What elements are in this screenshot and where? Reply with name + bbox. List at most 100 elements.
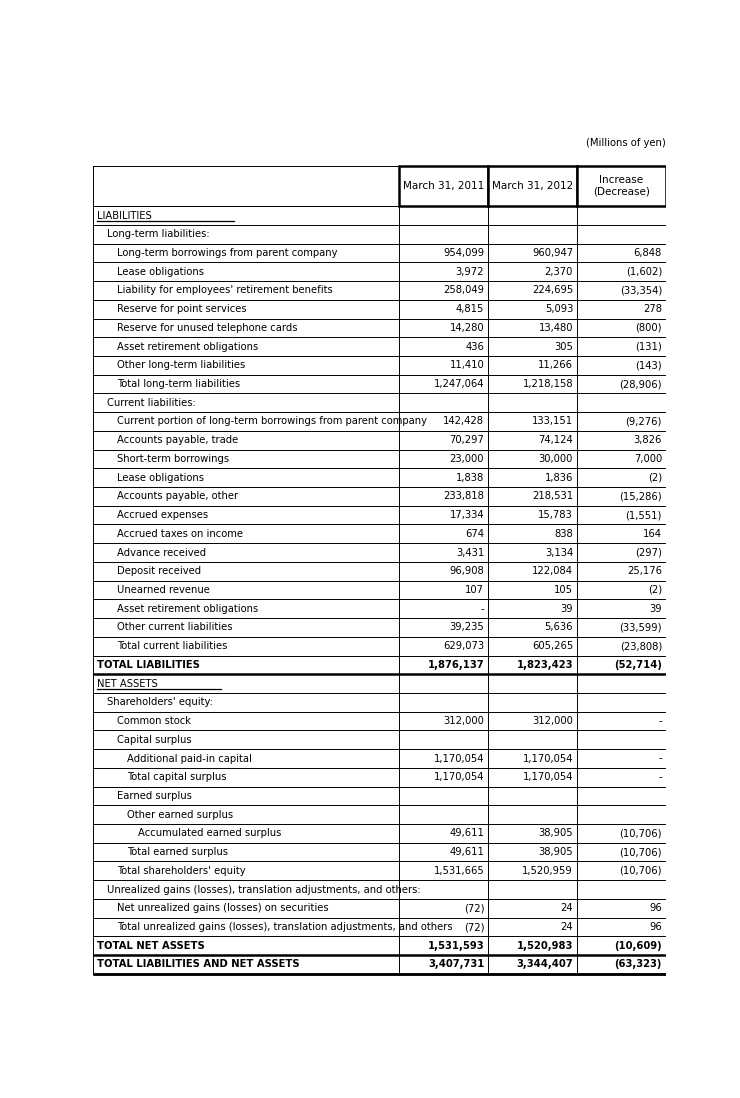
Text: 122,084: 122,084 bbox=[532, 567, 573, 576]
Text: March 31, 2011: March 31, 2011 bbox=[403, 181, 485, 191]
Text: Common stock: Common stock bbox=[117, 716, 191, 726]
Text: Liability for employees' retirement benefits: Liability for employees' retirement bene… bbox=[117, 285, 333, 295]
Text: 1,218,158: 1,218,158 bbox=[522, 379, 573, 389]
Text: 49,611: 49,611 bbox=[449, 848, 484, 858]
Text: 1,876,137: 1,876,137 bbox=[428, 660, 484, 670]
Text: 17,334: 17,334 bbox=[450, 511, 484, 520]
Text: (72): (72) bbox=[464, 922, 484, 932]
Text: (10,609): (10,609) bbox=[614, 941, 662, 951]
Text: (9,276): (9,276) bbox=[625, 416, 662, 426]
Text: (15,286): (15,286) bbox=[619, 492, 662, 502]
Text: (143): (143) bbox=[636, 360, 662, 370]
Text: 39,235: 39,235 bbox=[449, 623, 484, 632]
Text: 30,000: 30,000 bbox=[539, 453, 573, 464]
Text: 133,151: 133,151 bbox=[532, 416, 573, 426]
Text: 38,905: 38,905 bbox=[539, 828, 573, 839]
Text: (28,906): (28,906) bbox=[619, 379, 662, 389]
Text: March 31, 2012: March 31, 2012 bbox=[492, 181, 574, 191]
Text: (10,706): (10,706) bbox=[619, 828, 662, 839]
Text: Additional paid-in capital: Additional paid-in capital bbox=[127, 753, 252, 763]
Text: 1,170,054: 1,170,054 bbox=[522, 753, 573, 763]
Text: (1,551): (1,551) bbox=[625, 511, 662, 520]
Text: Other earned surplus: Other earned surplus bbox=[127, 809, 234, 820]
Text: 7,000: 7,000 bbox=[633, 453, 662, 464]
Text: 605,265: 605,265 bbox=[532, 641, 573, 651]
Text: 6,848: 6,848 bbox=[633, 248, 662, 258]
Text: 15,783: 15,783 bbox=[538, 511, 573, 520]
Text: 105: 105 bbox=[554, 585, 573, 595]
Text: 1,838: 1,838 bbox=[456, 472, 484, 483]
Text: (131): (131) bbox=[635, 341, 662, 351]
Text: 1,170,054: 1,170,054 bbox=[434, 772, 484, 782]
Text: 74,124: 74,124 bbox=[538, 435, 573, 445]
Text: TOTAL NET ASSETS: TOTAL NET ASSETS bbox=[96, 941, 204, 951]
Text: (33,599): (33,599) bbox=[619, 623, 662, 632]
Text: (10,706): (10,706) bbox=[619, 866, 662, 876]
Text: Capital surplus: Capital surplus bbox=[117, 735, 192, 744]
Text: Lease obligations: Lease obligations bbox=[117, 267, 204, 277]
Text: Other current liabilities: Other current liabilities bbox=[117, 623, 232, 632]
Text: 38,905: 38,905 bbox=[539, 848, 573, 858]
Text: 5,093: 5,093 bbox=[545, 304, 573, 314]
Text: Total earned surplus: Total earned surplus bbox=[127, 848, 229, 858]
Text: Accounts payable, other: Accounts payable, other bbox=[117, 492, 238, 502]
Text: Total long-term liabilities: Total long-term liabilities bbox=[117, 379, 240, 389]
Text: 1,531,593: 1,531,593 bbox=[428, 941, 484, 951]
Bar bbox=[488, 166, 577, 206]
Text: LIABILITIES: LIABILITIES bbox=[96, 211, 151, 221]
Text: TOTAL LIABILITIES: TOTAL LIABILITIES bbox=[96, 660, 199, 670]
Text: -: - bbox=[659, 753, 662, 763]
Text: 258,049: 258,049 bbox=[443, 285, 484, 295]
Text: Lease obligations: Lease obligations bbox=[117, 472, 204, 483]
Text: Unearned revenue: Unearned revenue bbox=[117, 585, 210, 595]
Text: 312,000: 312,000 bbox=[532, 716, 573, 726]
Text: Accrued taxes on income: Accrued taxes on income bbox=[117, 529, 243, 539]
Text: Other long-term liabilities: Other long-term liabilities bbox=[117, 360, 246, 370]
Text: 24: 24 bbox=[560, 904, 573, 914]
Bar bbox=[577, 166, 666, 206]
Text: 1,823,423: 1,823,423 bbox=[517, 660, 573, 670]
Text: Total current liabilities: Total current liabilities bbox=[117, 641, 227, 651]
Text: Accumulated earned surplus: Accumulated earned surplus bbox=[138, 828, 281, 839]
Text: Current portion of long-term borrowings from parent company: Current portion of long-term borrowings … bbox=[117, 416, 427, 426]
Text: 674: 674 bbox=[465, 529, 484, 539]
Text: (52,714): (52,714) bbox=[614, 660, 662, 670]
Text: (72): (72) bbox=[464, 904, 484, 914]
Text: Reserve for point services: Reserve for point services bbox=[117, 304, 246, 314]
Text: -: - bbox=[659, 716, 662, 726]
Text: 1,531,665: 1,531,665 bbox=[434, 866, 484, 876]
Text: Earned surplus: Earned surplus bbox=[117, 791, 192, 800]
Text: Unrealized gains (losses), translation adjustments, and others:: Unrealized gains (losses), translation a… bbox=[107, 885, 420, 895]
Text: 629,073: 629,073 bbox=[443, 641, 484, 651]
Text: Total shareholders' equity: Total shareholders' equity bbox=[117, 866, 246, 876]
Text: (2): (2) bbox=[648, 585, 662, 595]
Text: 1,836: 1,836 bbox=[545, 472, 573, 483]
Text: Reserve for unused telephone cards: Reserve for unused telephone cards bbox=[117, 323, 297, 333]
Text: (23,808): (23,808) bbox=[619, 641, 662, 651]
Text: 3,826: 3,826 bbox=[633, 435, 662, 445]
Text: Total unrealized gains (losses), translation adjustments, and others: Total unrealized gains (losses), transla… bbox=[117, 922, 453, 932]
Text: 3,431: 3,431 bbox=[456, 548, 484, 558]
Text: 142,428: 142,428 bbox=[443, 416, 484, 426]
Text: 3,972: 3,972 bbox=[456, 267, 484, 277]
Text: 3,134: 3,134 bbox=[545, 548, 573, 558]
Text: (1,602): (1,602) bbox=[626, 267, 662, 277]
Text: Short-term borrowings: Short-term borrowings bbox=[117, 453, 229, 464]
Text: 960,947: 960,947 bbox=[532, 248, 573, 258]
Text: NET ASSETS: NET ASSETS bbox=[96, 679, 158, 688]
Text: 436: 436 bbox=[465, 341, 484, 351]
Text: 1,520,959: 1,520,959 bbox=[522, 866, 573, 876]
Text: 224,695: 224,695 bbox=[532, 285, 573, 295]
Text: 23,000: 23,000 bbox=[450, 453, 484, 464]
Text: 2,370: 2,370 bbox=[545, 267, 573, 277]
Text: 11,410: 11,410 bbox=[449, 360, 484, 370]
Text: Asset retirement obligations: Asset retirement obligations bbox=[117, 604, 258, 614]
Text: (297): (297) bbox=[635, 548, 662, 558]
Text: (33,354): (33,354) bbox=[619, 285, 662, 295]
Text: 1,247,064: 1,247,064 bbox=[434, 379, 484, 389]
Text: 954,099: 954,099 bbox=[443, 248, 484, 258]
Text: Net unrealized gains (losses) on securities: Net unrealized gains (losses) on securit… bbox=[117, 904, 329, 914]
Text: 96,908: 96,908 bbox=[449, 567, 484, 576]
Text: 164: 164 bbox=[643, 529, 662, 539]
Text: 39: 39 bbox=[650, 604, 662, 614]
